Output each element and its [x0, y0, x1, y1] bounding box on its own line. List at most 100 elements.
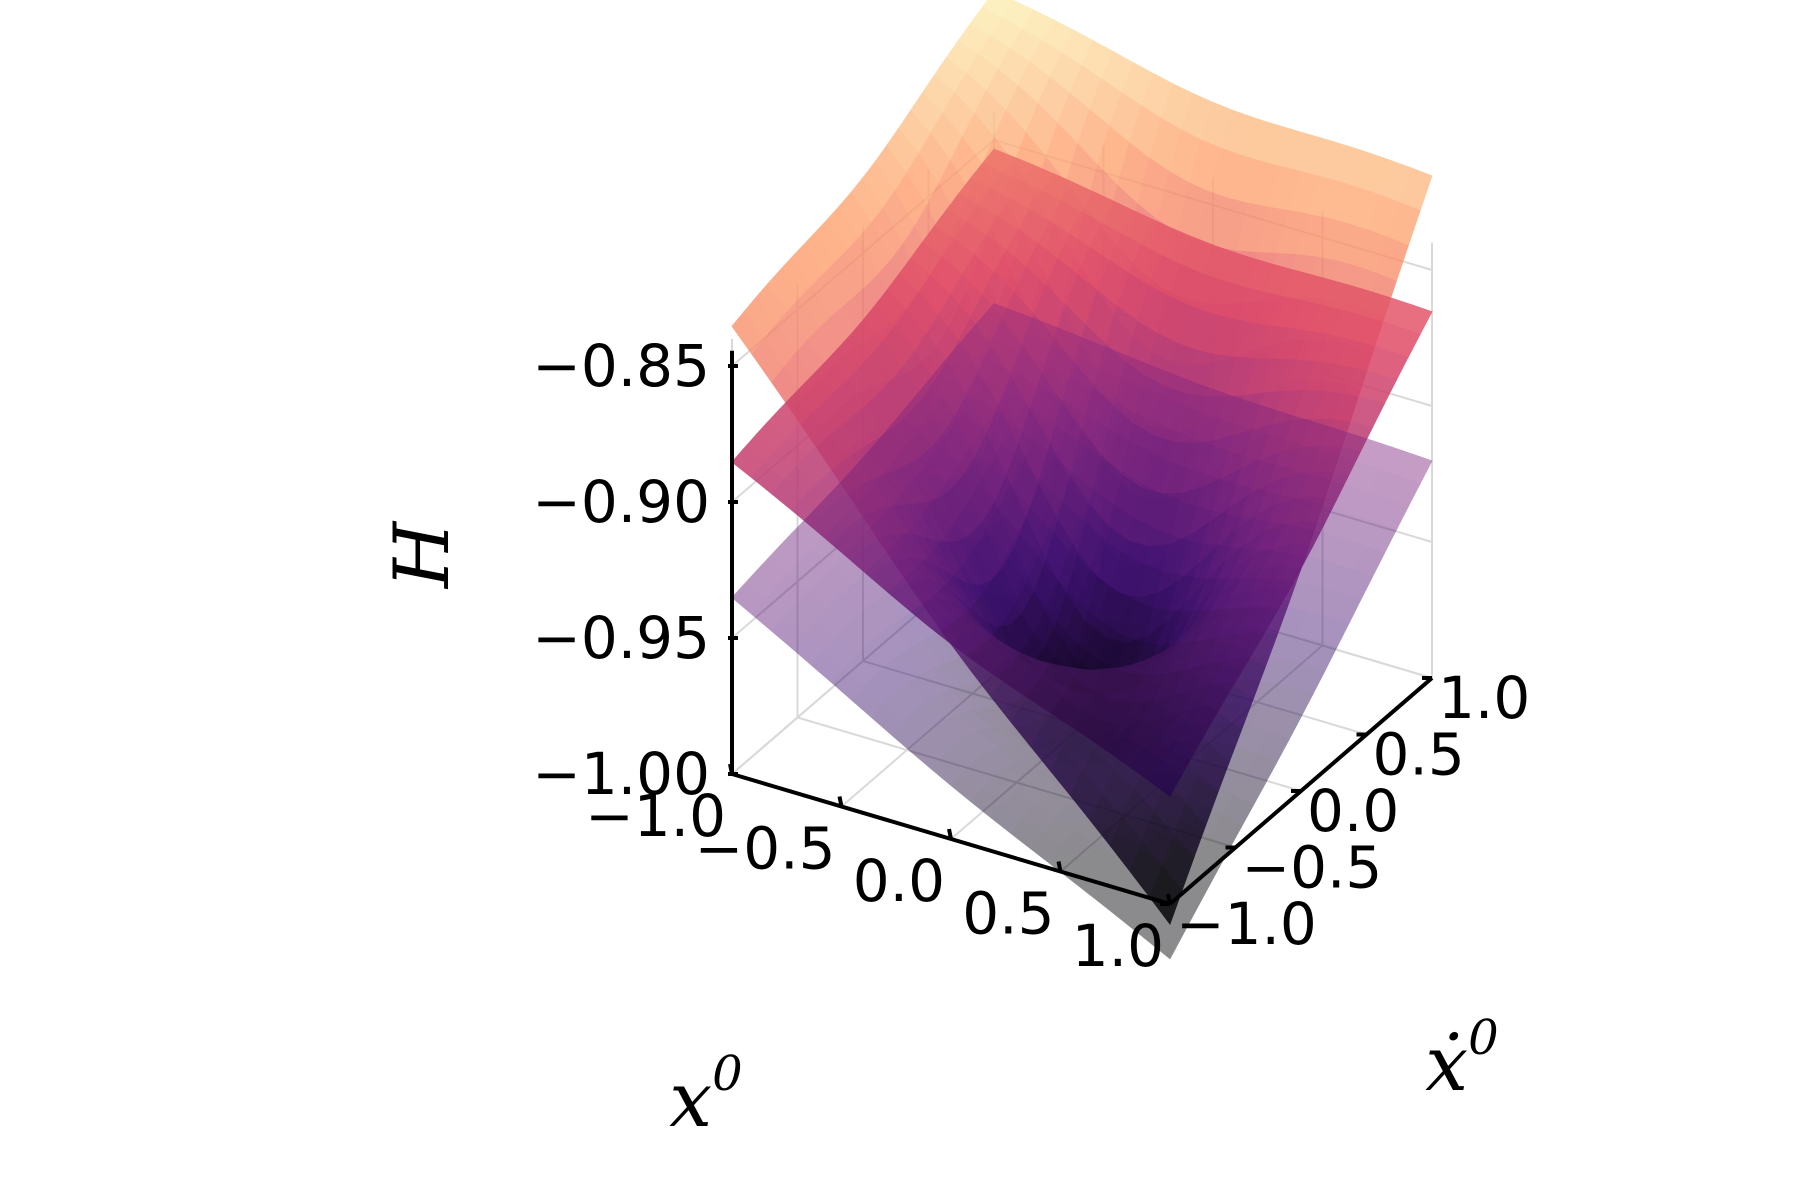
surface-3-cell [1256, 731, 1290, 763]
surface-3-cell [870, 473, 904, 508]
surface-3-cell [902, 478, 936, 516]
surface-3-cell [1061, 472, 1095, 521]
surface-3-cell [1105, 811, 1139, 840]
surface-3-cell [830, 668, 864, 701]
surface-3-cell [1148, 711, 1183, 737]
surface-3-cell [930, 755, 964, 786]
surface-3-cell [886, 654, 920, 684]
surface-3-cell [1164, 640, 1199, 675]
surface-3-cell [1240, 680, 1274, 706]
surface-3-cell [1069, 770, 1104, 785]
surface-3-cell [1045, 397, 1079, 434]
surface-3-cell [1252, 657, 1286, 684]
y-axis-title-superscript: 0 [1468, 1010, 1499, 1066]
surface-3-cell [1117, 598, 1151, 642]
surface-3-cell [942, 744, 976, 773]
surface-3-cell [1164, 464, 1198, 504]
surface-3-cell [934, 627, 968, 661]
surface-3-cell [767, 545, 801, 576]
surface-3-cell [1140, 366, 1174, 397]
surface-3-cell [1017, 690, 1051, 722]
surface-3-cell [1184, 472, 1218, 510]
surface-3-cell [1061, 676, 1095, 713]
surface-3-cell [1339, 433, 1373, 464]
surface-3-cell [1025, 556, 1059, 610]
surface-3-cell [1029, 341, 1063, 369]
surface-3-cell [1002, 790, 1036, 819]
x-tick-label-2: 0.0 [853, 847, 945, 915]
surface-3-cell [1037, 528, 1071, 582]
surface-3-cell [1296, 611, 1330, 642]
surface-3-cell [1132, 757, 1167, 772]
surface-3-cell [1065, 745, 1100, 758]
surface-3-cell [1343, 515, 1377, 547]
surface-3-cell [763, 587, 797, 619]
surface-3-cell [1133, 850, 1167, 886]
surface-3-cell [1029, 755, 1064, 769]
surface-3-cell [1304, 640, 1338, 672]
label-layer: x0 ẋ0 H −1.00−0.95−0.90−0.85−1.0−0.5 0.0 0… [377, 332, 1530, 1144]
surface-3-cell [922, 727, 956, 757]
surface-3-cell [798, 549, 832, 580]
surface-3-cell [1052, 751, 1088, 762]
surface-3-cell [1128, 386, 1162, 421]
surface-3-cell [1001, 726, 1036, 744]
surface-3-cell [1200, 544, 1234, 580]
surface-3-cell [1133, 673, 1167, 703]
surface-3-cell [946, 618, 980, 656]
surface-3-cell [997, 348, 1031, 376]
surface-3-cell [1220, 395, 1254, 427]
surface-3-cell [1021, 631, 1055, 678]
surface-3-cell [993, 391, 1027, 426]
y-tick-label-3: 0.5 [1373, 721, 1465, 789]
surface-3-cell [981, 707, 1016, 729]
surface-3-cell [977, 728, 1012, 748]
surface-3-cell [1113, 672, 1147, 703]
surface-3-cell [1232, 517, 1266, 550]
surface-3-cell [957, 446, 991, 487]
surface-3-cell [922, 498, 956, 540]
surface-3-cell [993, 704, 1028, 728]
surface-3-cell [926, 591, 960, 629]
surface-3-cell [930, 538, 964, 581]
surface-3-cell [862, 563, 896, 597]
surface-3-cell [1113, 473, 1146, 519]
surface-3-cell [1355, 492, 1389, 524]
surface-3-cell [1025, 772, 1060, 794]
surface-3-cell [1033, 792, 1068, 819]
surface-3-cell [997, 665, 1031, 701]
surface-3-cell [990, 802, 1024, 834]
surface-3-cell [882, 692, 916, 723]
surface-3-cell [1045, 783, 1079, 805]
surface-3-cell [1359, 440, 1393, 471]
surface-3-cell [969, 316, 1003, 341]
surface-3-cell [743, 571, 777, 602]
surface-3-cell [894, 575, 928, 611]
surface-3-cell [771, 617, 805, 649]
surface-3-cell [1057, 726, 1091, 747]
surface-3-cell [997, 485, 1031, 534]
surface-3-cell [1168, 403, 1202, 438]
surface-3-cell [1189, 805, 1223, 837]
surface-3-cell [1153, 757, 1187, 776]
surface-3-cell [989, 324, 1023, 350]
surface-3-cell [914, 701, 948, 730]
surface-3-cell [870, 703, 904, 736]
surface-3-cell [1144, 742, 1179, 759]
surface-3-cell [1192, 660, 1227, 691]
surface-3-cell [1045, 735, 1080, 753]
surface-3-cell [1236, 606, 1270, 636]
surface-3-cell [1148, 570, 1182, 612]
surface-3-cell [962, 760, 996, 789]
surface-3-cell [1080, 765, 1116, 777]
x-tick-label-0: −1.0 [585, 782, 726, 850]
surface-3-cell [858, 604, 892, 636]
surface-3-cell [1399, 453, 1433, 485]
surface-3-cell [1060, 760, 1096, 772]
surface-3-cell [1192, 508, 1226, 546]
surface-3-cell [846, 500, 880, 533]
surface-3-cell [1149, 789, 1183, 816]
surface-3-cell [1109, 721, 1143, 741]
surface-3-cell [938, 579, 972, 621]
surface-3-cell [1141, 770, 1175, 791]
